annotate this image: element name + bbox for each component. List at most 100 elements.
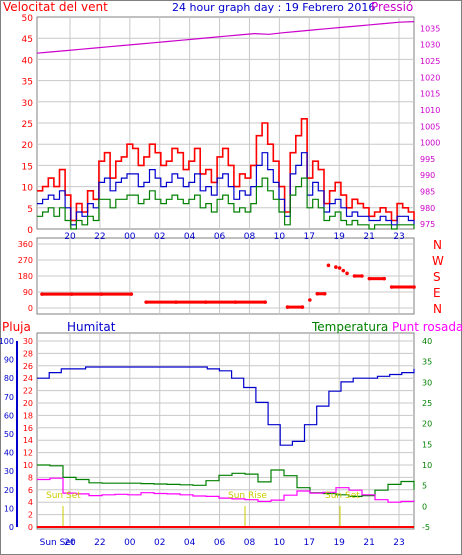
direction-point: [144, 300, 148, 304]
direction-point: [334, 265, 338, 269]
series-dewpoint: [37, 477, 415, 503]
direction-point: [326, 263, 331, 268]
y-humidity-tick-label: 50: [4, 430, 14, 439]
x-tick-label: 02: [154, 232, 165, 242]
y-humidity-tick-label: 90: [4, 356, 14, 365]
compass-label-n-top: N: [433, 238, 442, 252]
compass-label-n-bottom: N: [433, 302, 442, 316]
y-humidity-tick-label: 100: [0, 337, 14, 346]
y-rain-tick-label: 10: [23, 461, 33, 470]
y-tick-label: 180: [18, 272, 33, 281]
y-right-tick-label: 995: [420, 155, 435, 164]
y-temp-tick-label: 35: [422, 358, 432, 367]
direction-point: [69, 292, 74, 296]
y-right-tick-label: 1030: [420, 41, 440, 50]
x-tick-label: 22: [94, 538, 105, 548]
direction-point: [337, 266, 342, 270]
x-tick-label: 00: [124, 232, 136, 242]
y-right-tick-label: 1005: [420, 122, 440, 131]
y-humidity-tick-label: 40: [4, 449, 14, 458]
wind-speed-label: Velocitat del vent: [3, 0, 108, 14]
series-average: [37, 152, 415, 226]
x-tick-label: 00: [124, 538, 136, 548]
x-tick-label: 19: [333, 232, 345, 242]
y-humidity-tick-label: 20: [4, 486, 14, 495]
y-left-tick-label: 50: [22, 14, 34, 24]
x-tick-label: 02: [154, 538, 165, 548]
sun-set-label-1: Sun Set: [46, 491, 81, 501]
y-tick-label: 90: [23, 288, 33, 297]
rain-label: Pluja: [2, 320, 31, 334]
x-tick-label: 10: [274, 538, 286, 548]
direction-point: [203, 300, 208, 304]
humidity-label: Humitat: [67, 320, 116, 334]
temperature-label: Temperatura: [311, 320, 388, 334]
y-rain-tick-label: 14: [23, 436, 33, 445]
direction-point: [352, 274, 357, 278]
y-left-tick-label: 0: [27, 226, 33, 236]
y-rain-tick-label: 22: [23, 387, 33, 396]
x-tick-label: 04: [184, 232, 196, 242]
y-right-tick-label: 1035: [420, 24, 440, 33]
y-left-tick-label: 20: [22, 141, 34, 151]
direction-point: [382, 276, 387, 281]
y-left-tick-label: 15: [22, 162, 33, 172]
y-humidity-tick-label: 80: [4, 374, 14, 383]
y-left-tick-label: 10: [22, 184, 34, 194]
wind-pressure-panel: 0510152025303540455097598098599099510001…: [22, 14, 441, 242]
x-tick-label: 10: [274, 232, 286, 242]
y-left-tick-label: 5: [27, 205, 33, 215]
humidity-temperature-panel: 0246810121416182022242628300102030405060…: [0, 333, 432, 548]
direction-point: [315, 291, 320, 296]
y-temp-tick-label: 25: [422, 399, 432, 408]
y-left-tick-label: 40: [22, 56, 34, 66]
direction-point: [99, 292, 104, 296]
y-left-tick-label: 25: [22, 120, 33, 130]
direction-point: [341, 268, 346, 273]
y-rain-tick-label: 8: [28, 473, 33, 482]
y-rain-tick-label: 30: [23, 337, 33, 346]
y-temp-tick-label: 0: [422, 502, 427, 511]
x-tick-label: 17: [304, 538, 315, 548]
x-tick-label: 22: [94, 232, 105, 242]
y-humidity-tick-label: 0: [9, 523, 14, 532]
y-right-tick-label: 980: [420, 204, 435, 213]
direction-point: [360, 274, 364, 278]
y-temp-tick-label: 40: [422, 337, 432, 346]
direction-point: [233, 300, 238, 304]
y-temp-tick-label: 20: [422, 420, 432, 429]
y-temp-tick-label: 15: [422, 440, 432, 449]
sun-rise-label: Sun Rise: [228, 491, 267, 501]
direction-point: [263, 300, 268, 304]
x-tick-label: Sun Set: [40, 538, 75, 548]
y-rain-tick-label: 26: [23, 362, 33, 371]
y-rain-tick-label: 18: [23, 411, 33, 420]
wind-direction-panel: 0 90 180 270 360: [18, 238, 416, 314]
y-rain-tick-label: 2: [28, 511, 33, 520]
compass-label-w: W: [432, 254, 444, 268]
y-rain-tick-label: 16: [23, 424, 33, 433]
chart-title: 24 hour graph day : 19 Febrero 2016: [172, 1, 375, 14]
direction-point: [174, 300, 178, 304]
series-gust: [37, 118, 415, 222]
compass-label-s: S: [433, 270, 441, 284]
y-temp-tick-label: 30: [422, 378, 432, 387]
x-tick-label: 21: [363, 232, 374, 242]
direction-point: [345, 271, 349, 276]
series-pressure: [36, 21, 415, 54]
series-minimum: [37, 177, 415, 230]
series-humidity: [37, 366, 415, 446]
y-rain-tick-label: 4: [28, 498, 33, 507]
direction-point: [367, 276, 372, 281]
pressure-label: Pressió: [371, 0, 413, 14]
direction-point: [322, 291, 327, 296]
series-temperature: [37, 464, 415, 497]
direction-point: [129, 292, 134, 296]
x-tick-label: 21: [363, 538, 374, 548]
direction-point: [412, 285, 416, 289]
y-humidity-tick-label: 70: [4, 393, 14, 402]
y-tick-label: 0: [28, 304, 33, 313]
x-tick-label: 08: [244, 232, 256, 242]
direction-point: [40, 292, 44, 296]
